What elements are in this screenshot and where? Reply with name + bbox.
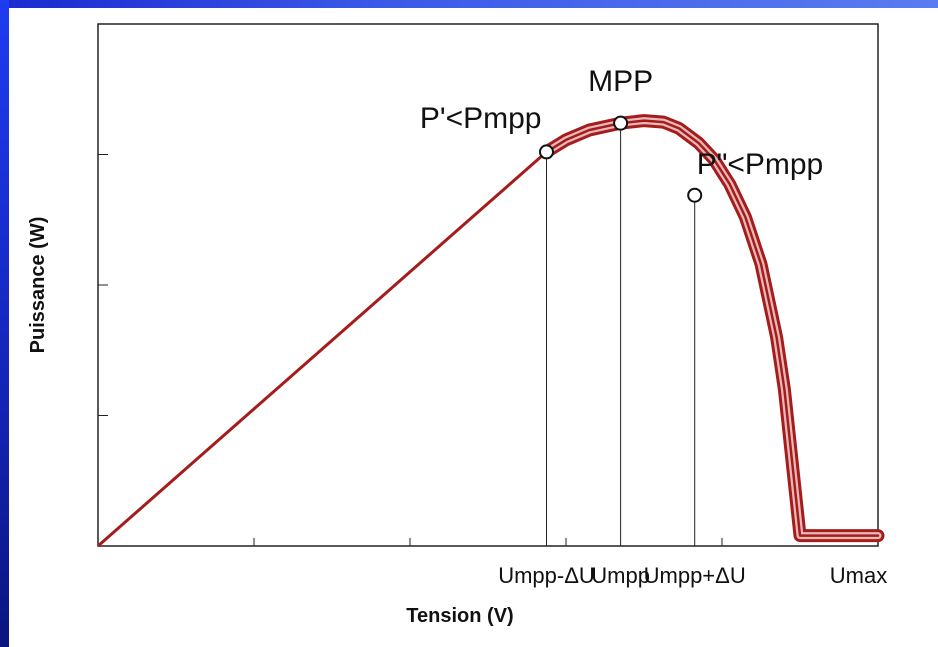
x-axis-title: Tension (V) xyxy=(406,605,513,627)
point-labels: P'<Pmpp MPP P"<Pmpp xyxy=(420,65,823,181)
y-axis-ticks xyxy=(98,154,108,416)
x-tick-label-3: Umpp+ΔU xyxy=(644,563,746,588)
x-tick-label-1: Umpp-ΔU xyxy=(498,563,595,588)
power-curve xyxy=(97,114,885,548)
operating-points xyxy=(539,115,703,203)
point-label-3: P"<Pmpp xyxy=(697,148,824,181)
point-label-2: MPP xyxy=(588,65,653,98)
curve-band-center xyxy=(545,119,880,537)
operating-point-2 xyxy=(613,115,629,131)
x-axis-ticks xyxy=(253,538,723,546)
drop-lines xyxy=(546,123,696,546)
operating-point-1 xyxy=(539,144,554,160)
x-tick-label-2: Umpp xyxy=(591,563,650,588)
point-label-1: P'<Pmpp xyxy=(420,102,542,135)
slide-left-bar xyxy=(0,0,9,647)
y-axis-title: Puissance (W) xyxy=(27,217,49,354)
plot-frame xyxy=(97,23,879,547)
x-tick-label-4: Umax xyxy=(830,563,887,588)
operating-point-3 xyxy=(687,187,703,203)
